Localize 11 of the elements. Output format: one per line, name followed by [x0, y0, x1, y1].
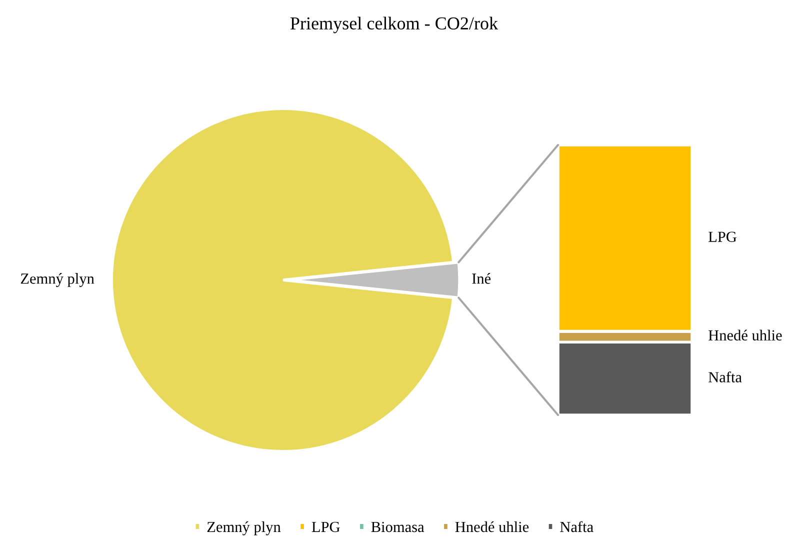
- legend-label: Hnedé uhlie: [455, 521, 529, 532]
- slice-label: Iné: [472, 273, 491, 284]
- text: Hnedé uhlie: [708, 330, 782, 341]
- chart-title: Priemysel celkom - CO2/rok: [290, 16, 498, 34]
- legend-label: LPG: [312, 522, 340, 532]
- slice-label: Zemný plyn: [20, 273, 94, 287]
- legend-label: Nafta: [560, 521, 594, 532]
- text: Nafta: [708, 371, 742, 382]
- legend-label: Zemný plyn: [207, 521, 281, 536]
- text: LPG: [708, 232, 736, 242]
- legend-label: Biomasa: [371, 522, 424, 532]
